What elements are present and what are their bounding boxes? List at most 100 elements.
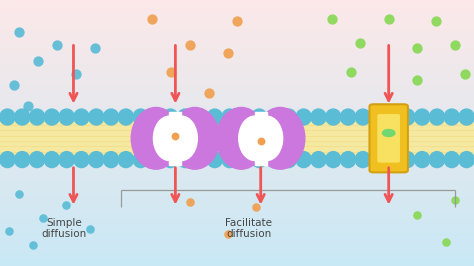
Bar (0, 141, 474, 142)
Bar (0, 49, 474, 51)
Ellipse shape (326, 152, 341, 168)
Bar (255, 112, 267, 165)
Point (356, 40, 364, 45)
Ellipse shape (148, 109, 163, 125)
Bar (0, 258, 474, 259)
Bar (169, 112, 181, 165)
Bar (0, 55, 474, 56)
Bar (0, 185, 474, 186)
Bar (0, 157, 474, 158)
Bar (0, 172, 474, 173)
Bar (0, 129, 474, 130)
Bar (0, 76, 474, 77)
Bar (0, 60, 474, 61)
Bar (0, 1, 474, 3)
Bar (0, 160, 474, 161)
Point (15, 192, 23, 196)
Bar (0, 43, 474, 44)
Bar (0, 39, 474, 40)
Bar (0, 166, 474, 168)
Bar (0, 66, 474, 68)
Point (451, 43, 459, 47)
Point (257, 139, 264, 143)
Bar (0, 222, 474, 223)
Bar (0, 148, 474, 149)
Bar (0, 72, 474, 73)
Ellipse shape (29, 152, 45, 168)
Ellipse shape (148, 152, 163, 168)
Bar (0, 188, 474, 189)
Ellipse shape (281, 109, 296, 125)
Bar (0, 150, 474, 152)
Bar (0, 89, 474, 90)
Ellipse shape (311, 152, 326, 168)
Bar (0, 250, 474, 251)
Ellipse shape (89, 152, 104, 168)
Bar (0, 113, 474, 114)
Bar (0, 164, 474, 165)
Ellipse shape (163, 152, 178, 168)
Text: Simple
diffusion: Simple diffusion (41, 218, 87, 239)
Ellipse shape (165, 116, 197, 161)
Ellipse shape (154, 116, 185, 161)
Bar (0, 48, 474, 49)
Bar (0, 11, 474, 12)
Bar (0, 165, 474, 166)
Bar (0, 168, 474, 169)
Point (6, 229, 13, 234)
Bar (0, 93, 474, 94)
Bar (0, 94, 474, 96)
Bar (0, 21, 474, 23)
Bar (0, 134, 474, 136)
Bar (0, 108, 474, 109)
Bar (0, 241, 474, 242)
Bar (0, 239, 474, 241)
Bar (0, 218, 474, 219)
Ellipse shape (192, 109, 208, 125)
Ellipse shape (296, 152, 311, 168)
Point (91, 46, 99, 50)
Bar (0, 154, 474, 156)
Ellipse shape (222, 109, 237, 125)
Bar (0, 142, 474, 144)
Bar (0, 214, 474, 215)
Bar (0, 262, 474, 263)
Ellipse shape (281, 152, 296, 168)
Bar (0, 215, 474, 217)
Bar (0, 146, 474, 148)
Bar (0, 19, 474, 20)
Ellipse shape (444, 109, 459, 125)
Bar (0, 77, 474, 78)
Bar (0, 161, 474, 162)
Bar (0, 3, 474, 4)
Bar (0, 122, 474, 124)
Bar (0, 24, 474, 25)
Bar (0, 37, 474, 39)
Bar (0, 86, 474, 88)
Point (233, 19, 241, 23)
Bar (0, 225, 474, 226)
Bar (0, 243, 474, 245)
Point (413, 213, 421, 218)
Bar (0, 200, 474, 201)
Circle shape (383, 130, 395, 136)
Ellipse shape (326, 109, 341, 125)
Ellipse shape (311, 109, 326, 125)
Bar (0, 192, 474, 193)
Bar (0, 207, 474, 209)
Point (328, 16, 336, 21)
Ellipse shape (178, 109, 193, 125)
Bar (0, 213, 474, 214)
Point (25, 104, 32, 109)
Ellipse shape (29, 109, 45, 125)
Ellipse shape (266, 109, 282, 125)
Bar (0, 44, 474, 45)
Ellipse shape (0, 152, 15, 168)
Point (148, 16, 155, 21)
Point (442, 240, 449, 244)
Ellipse shape (266, 152, 282, 168)
Ellipse shape (255, 107, 305, 169)
Bar (0, 97, 474, 98)
Bar (0, 170, 474, 172)
Ellipse shape (74, 109, 89, 125)
